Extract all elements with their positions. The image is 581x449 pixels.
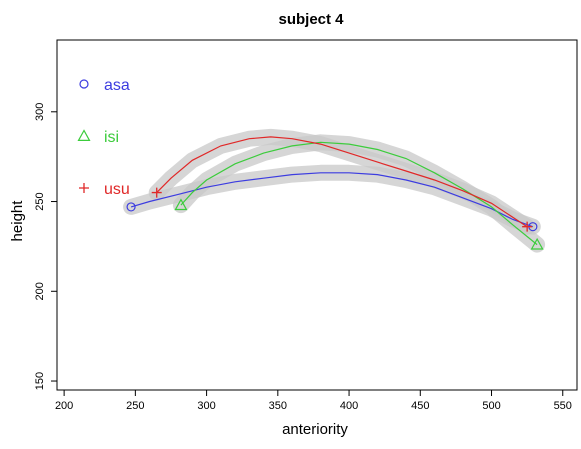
- x-tick-label: 550: [554, 400, 572, 412]
- legend-label-asa: asa: [104, 77, 130, 94]
- x-tick-label: 450: [411, 400, 429, 412]
- legend: asa isi usu: [77, 77, 130, 198]
- x-tick-label: 400: [340, 400, 358, 412]
- x-tick-label: 300: [197, 400, 215, 412]
- marker-isi-start: [174, 198, 188, 211]
- plot-frame: [56, 39, 578, 391]
- y-axis-label: height: [9, 200, 26, 242]
- y-tick-label: 150: [34, 372, 46, 390]
- legend-marker-asa: [79, 79, 89, 89]
- marker-asa-start: [126, 202, 136, 212]
- series-line-usu: [156, 136, 528, 228]
- series-line-asa: [130, 172, 534, 228]
- marker-usu-start: [151, 187, 162, 198]
- y-tick-label: 250: [34, 192, 46, 210]
- legend-label-isi: isi: [104, 129, 119, 146]
- legend-marker-isi: [77, 129, 91, 141]
- x-tick-label: 200: [55, 400, 73, 412]
- legend-label-usu: usu: [104, 181, 130, 198]
- x-tick-label: 350: [269, 400, 287, 412]
- x-tick-label: 500: [482, 400, 500, 412]
- legend-marker-usu: [79, 183, 89, 193]
- series-markers: [126, 187, 544, 250]
- series-lines: [130, 136, 538, 246]
- axes: 200 250 300 350 400 450 500 550 150 200 250 300: [34, 103, 572, 412]
- chart-title: subject 4: [278, 11, 344, 28]
- y-tick-label: 200: [34, 282, 46, 300]
- x-axis-label: anteriority: [282, 421, 348, 438]
- series-line-isi: [180, 141, 538, 246]
- y-tick-label: 300: [34, 103, 46, 121]
- x-tick-label: 250: [126, 400, 144, 412]
- marker-isi-end: [530, 237, 544, 250]
- marker-usu-end: [522, 221, 533, 232]
